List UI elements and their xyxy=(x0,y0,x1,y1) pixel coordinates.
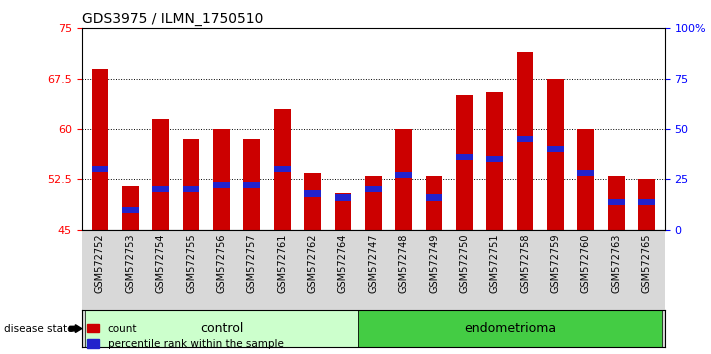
Bar xyxy=(304,190,321,196)
Bar xyxy=(486,92,503,230)
Bar xyxy=(183,139,199,230)
Text: GSM572750: GSM572750 xyxy=(459,234,469,293)
Bar xyxy=(608,199,624,205)
Text: GSM572753: GSM572753 xyxy=(125,234,135,293)
Text: GSM572761: GSM572761 xyxy=(277,234,287,293)
Bar xyxy=(547,79,564,230)
Bar xyxy=(122,207,139,213)
Legend: count, percentile rank within the sample: count, percentile rank within the sample xyxy=(87,324,284,349)
Bar xyxy=(274,166,291,172)
Text: GSM572758: GSM572758 xyxy=(520,234,530,293)
Bar xyxy=(335,194,351,200)
Bar xyxy=(152,119,169,230)
Bar xyxy=(152,187,169,193)
Text: disease state: disease state xyxy=(4,324,73,333)
Bar xyxy=(92,69,108,230)
Text: GSM572749: GSM572749 xyxy=(429,234,439,293)
Bar xyxy=(85,310,358,347)
Bar xyxy=(426,176,442,230)
Text: GDS3975 / ILMN_1750510: GDS3975 / ILMN_1750510 xyxy=(82,12,263,26)
Bar xyxy=(638,199,655,205)
Text: GSM572757: GSM572757 xyxy=(247,234,257,293)
Text: GSM572763: GSM572763 xyxy=(611,234,621,293)
Bar xyxy=(358,310,662,347)
Bar xyxy=(517,136,533,142)
Text: GSM572754: GSM572754 xyxy=(156,234,166,293)
Text: GSM572760: GSM572760 xyxy=(581,234,591,293)
Bar xyxy=(608,176,624,230)
Bar xyxy=(335,193,351,230)
Text: endometrioma: endometrioma xyxy=(464,322,556,335)
Bar xyxy=(183,187,199,193)
Bar xyxy=(577,170,594,176)
Bar xyxy=(547,146,564,152)
Bar xyxy=(577,129,594,230)
Text: GSM572748: GSM572748 xyxy=(399,234,409,293)
Bar xyxy=(426,194,442,200)
Text: GSM572764: GSM572764 xyxy=(338,234,348,293)
Bar xyxy=(517,52,533,230)
Bar xyxy=(122,186,139,230)
Bar xyxy=(213,182,230,188)
Bar xyxy=(486,156,503,162)
Text: control: control xyxy=(200,322,243,335)
Text: GSM572756: GSM572756 xyxy=(216,234,226,293)
Text: GSM572755: GSM572755 xyxy=(186,234,196,293)
Bar xyxy=(365,187,382,193)
Bar xyxy=(92,166,108,172)
Text: GSM572752: GSM572752 xyxy=(95,234,105,293)
Bar xyxy=(274,109,291,230)
Bar xyxy=(395,129,412,230)
Bar xyxy=(304,173,321,230)
Bar xyxy=(243,182,260,188)
Bar xyxy=(456,96,473,230)
Bar xyxy=(213,129,230,230)
Bar xyxy=(243,139,260,230)
Bar xyxy=(365,176,382,230)
Bar xyxy=(395,172,412,178)
Text: GSM572765: GSM572765 xyxy=(641,234,651,293)
Text: GSM572751: GSM572751 xyxy=(490,234,500,293)
Bar xyxy=(456,154,473,160)
Text: GSM572747: GSM572747 xyxy=(368,234,378,293)
Text: GSM572759: GSM572759 xyxy=(550,234,560,293)
Bar xyxy=(638,179,655,230)
Text: GSM572762: GSM572762 xyxy=(308,234,318,293)
